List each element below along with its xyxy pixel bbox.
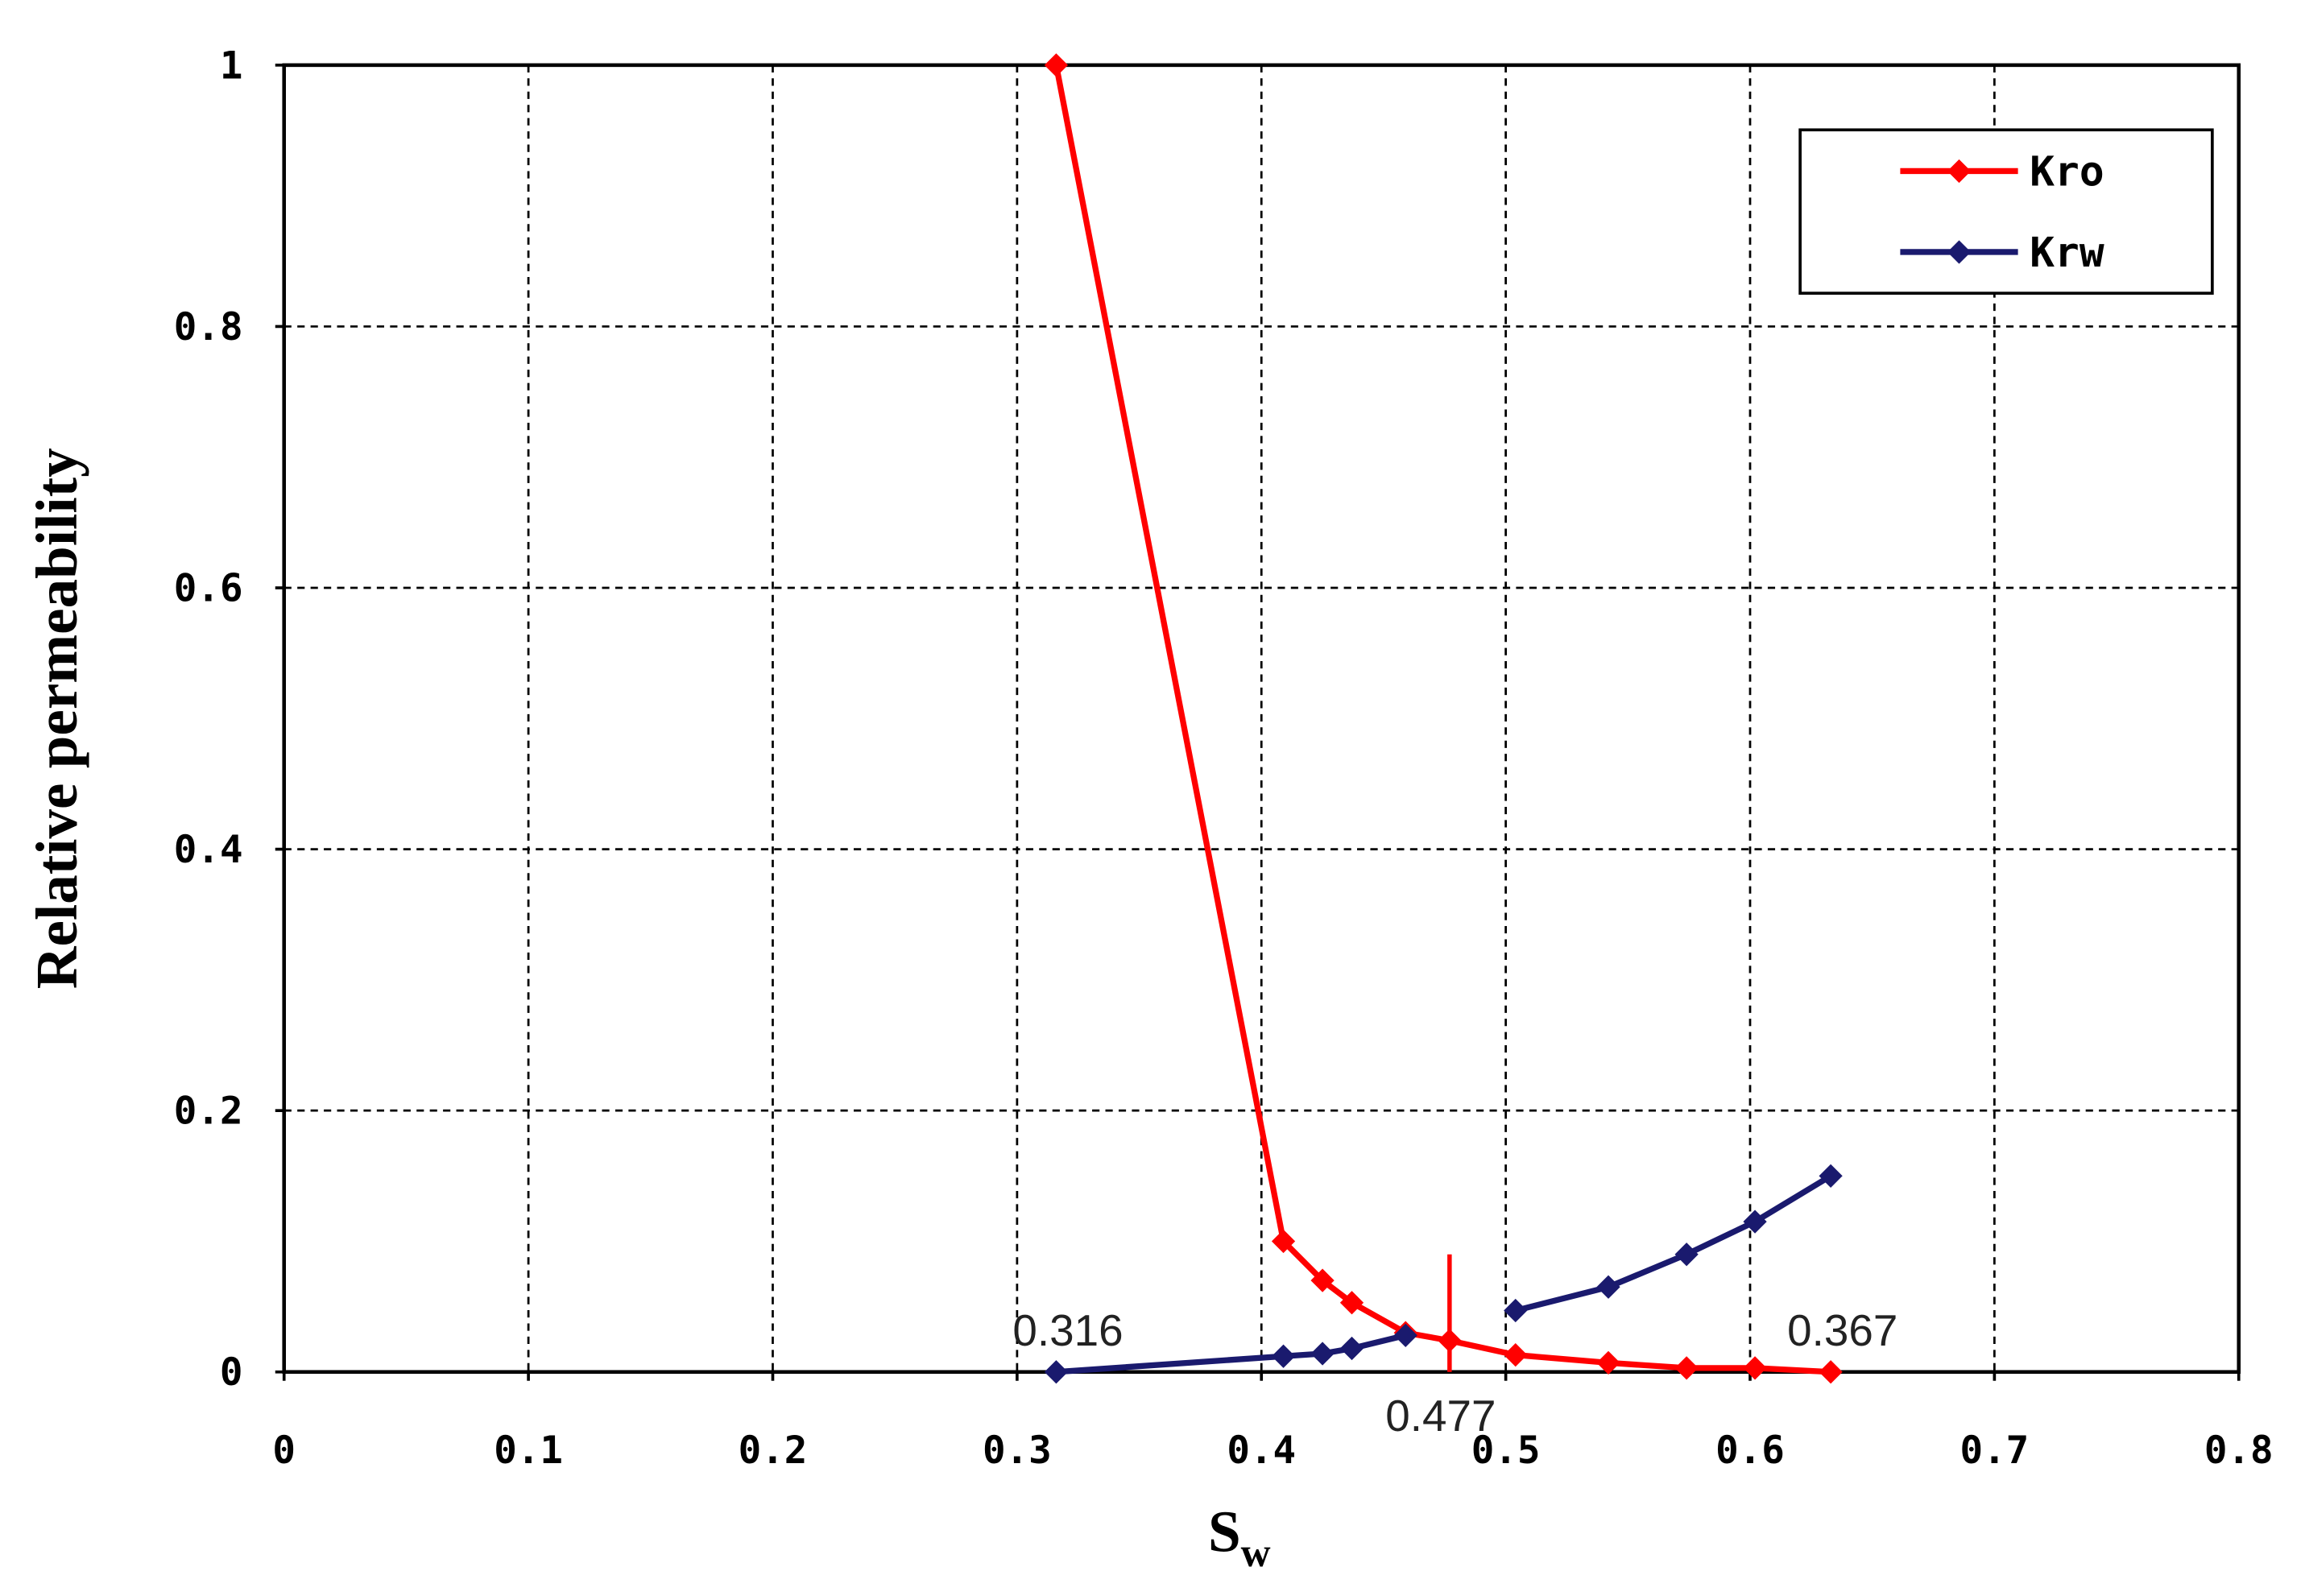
y-tick-label: 0.2 <box>174 1089 243 1134</box>
x-tick-label: 0.3 <box>983 1429 1052 1473</box>
plot-frame <box>282 63 2241 1375</box>
data-point <box>1743 1356 1767 1380</box>
x-tick-label: 0.8 <box>2204 1429 2274 1473</box>
data-point <box>1674 1242 1699 1267</box>
x-axis-label: Sw <box>1208 1499 1271 1576</box>
legend-box <box>1798 128 2214 295</box>
x-tick-label: 0.6 <box>1715 1429 1785 1473</box>
x-label-sub: w <box>1241 1530 1271 1576</box>
x-label-main: S <box>1208 1499 1241 1565</box>
data-point <box>1310 1268 1335 1292</box>
data-point <box>1339 1291 1364 1315</box>
x-tick-label: 0 <box>272 1429 296 1473</box>
legend-marker <box>1947 159 1972 184</box>
x-tick-label: 0.7 <box>1959 1429 2029 1473</box>
data-point <box>1819 1360 1843 1384</box>
y-axis-label: Relative permeability <box>24 448 89 989</box>
annotation: 0.367 <box>1787 1305 1897 1355</box>
data-point <box>1044 53 1069 77</box>
data-point <box>1271 1344 1296 1368</box>
series-line <box>1053 64 1831 1375</box>
y-tick-label: 0.8 <box>174 305 243 349</box>
data-point <box>1596 1275 1620 1299</box>
data-point <box>1504 1298 1528 1323</box>
y-tick-label: 0.4 <box>174 828 243 872</box>
data-point <box>1310 1342 1335 1366</box>
x-tick-label: 0.1 <box>494 1429 563 1473</box>
legend-label: Krw <box>2030 229 2104 277</box>
data-point <box>1339 1336 1364 1361</box>
annotation: 0.477 <box>1385 1391 1496 1441</box>
data-point <box>1044 1360 1069 1384</box>
x-tick-label: 0.4 <box>1227 1429 1296 1473</box>
x-tick-label: 0.5 <box>1471 1429 1541 1473</box>
data-point <box>1504 1343 1528 1367</box>
data-point <box>1674 1356 1699 1380</box>
x-tick-label: 0.2 <box>739 1429 808 1473</box>
annotation: 0.316 <box>1012 1305 1123 1355</box>
y-tick-label: 1 <box>220 43 243 88</box>
y-tick-label: 0.6 <box>174 566 243 610</box>
y-tick-label: 0 <box>220 1350 243 1395</box>
data-point <box>1743 1209 1767 1234</box>
legend-label: Kro <box>2030 149 2104 196</box>
